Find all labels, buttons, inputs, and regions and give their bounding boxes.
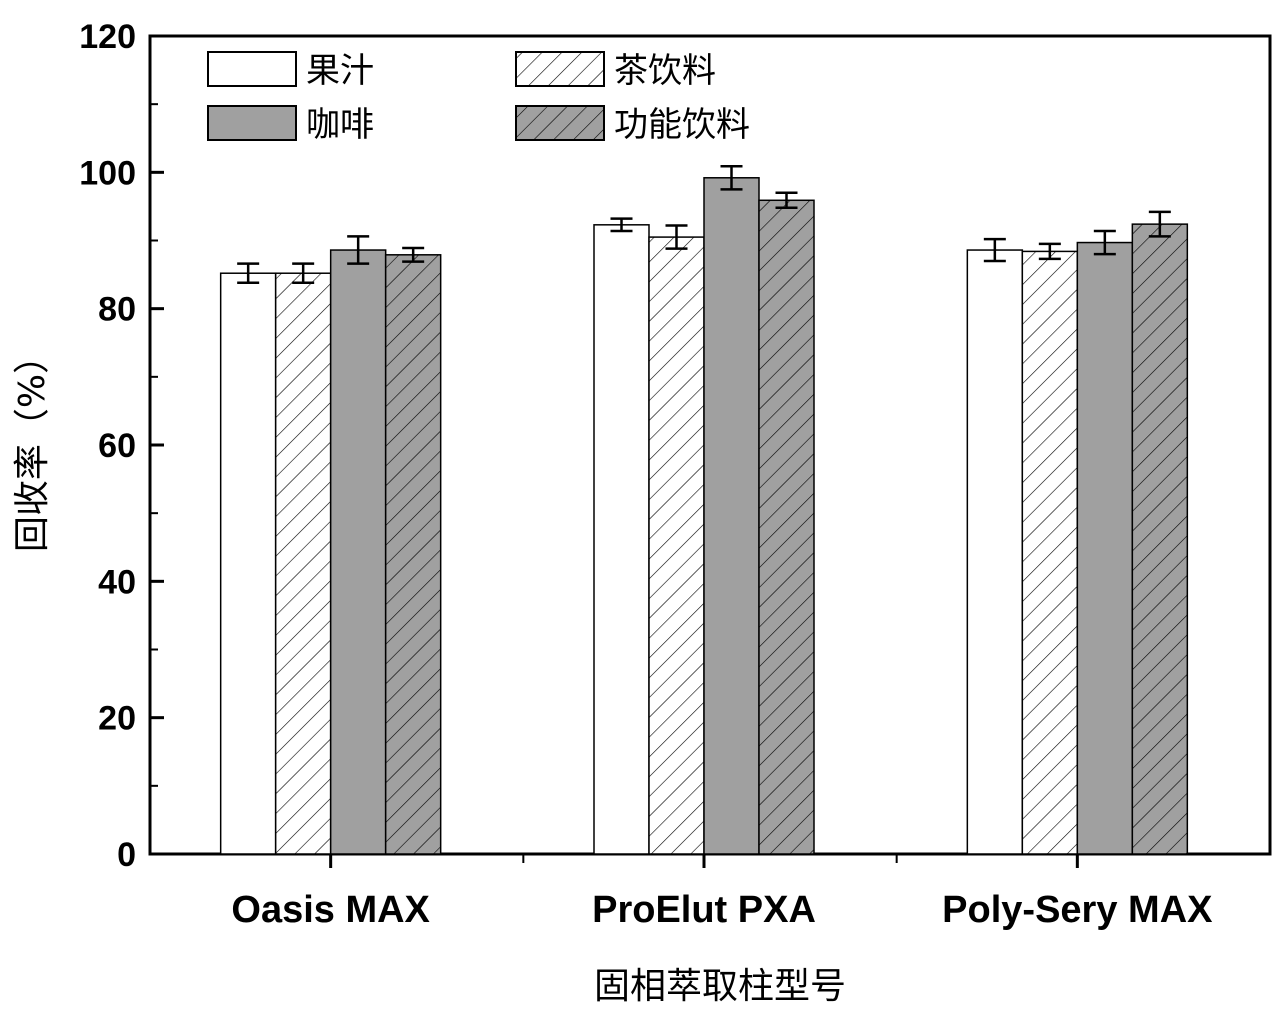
legend-label: 果汁 <box>306 51 374 91</box>
legend-label: 功能饮料 <box>614 105 750 145</box>
legend-swatch <box>207 51 297 87</box>
x-category-label: Poly-Sery MAX <box>942 889 1213 931</box>
bar <box>966 249 1024 855</box>
y-axis-title: 回收率（%） <box>12 338 53 552</box>
bar <box>329 249 387 855</box>
bar <box>593 224 650 855</box>
x-category-label: ProElut PXA <box>592 889 816 931</box>
y-tick-label: 40 <box>98 563 136 601</box>
x-axis-title: 固相萃取柱型号 <box>594 966 846 1007</box>
y-tick-label: 80 <box>98 291 136 329</box>
legend-label: 咖啡 <box>306 105 374 145</box>
x-category-label: Oasis MAX <box>231 889 430 931</box>
bar <box>648 236 705 855</box>
y-tick-label: 120 <box>79 18 136 56</box>
legend-swatch <box>515 51 605 87</box>
y-tick-label: 60 <box>98 427 136 465</box>
y-tick-label: 20 <box>98 700 136 738</box>
y-tick-label: 100 <box>79 154 136 192</box>
legend-swatch <box>515 105 605 141</box>
bar <box>758 199 815 855</box>
bar <box>1076 241 1134 855</box>
legend-label: 茶饮料 <box>614 51 716 91</box>
bar <box>274 272 332 855</box>
bar <box>219 272 277 855</box>
bar <box>703 177 760 855</box>
legend-swatch <box>207 105 297 141</box>
y-tick-label: 0 <box>117 836 136 874</box>
bar <box>1131 223 1189 855</box>
bar <box>1021 250 1079 855</box>
bar <box>384 254 442 855</box>
